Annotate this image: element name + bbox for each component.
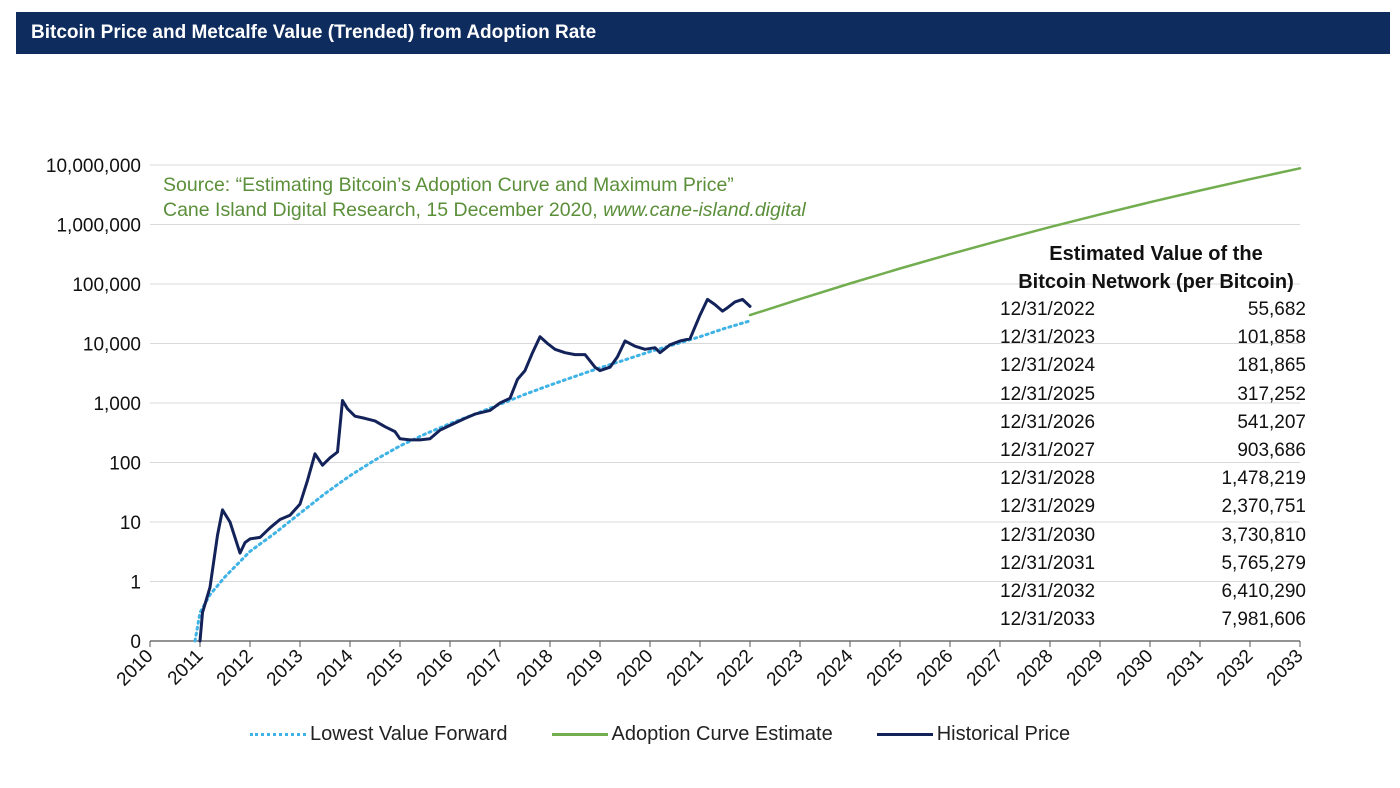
table-row: 12/31/2030 3,730,810 [990, 522, 1322, 550]
x-tick-label: 2033 [1263, 646, 1308, 691]
y-tick-label: 10,000 [83, 335, 141, 356]
source-link[interactable]: www.cane-island.digital [603, 199, 806, 221]
table-row-date: 12/31/2022 [1000, 299, 1096, 320]
table-row-value: 55,682 [1247, 299, 1306, 320]
x-tick-label: 2013 [263, 646, 308, 691]
table-row-date: 12/31/2028 [1000, 468, 1096, 490]
x-tick-label: 2027 [963, 646, 1008, 691]
x-tick-label: 2024 [813, 645, 858, 690]
legend: Lowest Value Forward Adoption Curve Esti… [250, 720, 1114, 748]
legend-swatch-adoption [551, 732, 608, 736]
table-row: 12/31/2031 5,765,279 [990, 550, 1322, 578]
x-tick-label: 2025 [863, 646, 908, 691]
gridlines [150, 164, 1300, 582]
x-tick-label: 2028 [1013, 646, 1058, 691]
table-row-date: 12/31/2027 [1000, 439, 1096, 461]
table-row-date: 12/31/2032 [1000, 580, 1096, 602]
table-row-date: 12/31/2024 [1000, 355, 1096, 377]
table-row: 12/31/2032 6,410,290 [990, 578, 1322, 606]
table-row-value: 5,765,279 [1221, 552, 1306, 574]
x-tick-label: 2019 [563, 646, 608, 691]
series-historical-price [198, 297, 752, 643]
x-tick-label: 2014 [313, 645, 358, 690]
x-tick-label: 2020 [613, 646, 658, 691]
x-tick-label: 2012 [213, 646, 258, 691]
page-title: Bitcoin Price and Metcalfe Value (Trende… [16, 12, 1390, 54]
series-adoption-curve-estimate [748, 167, 1302, 317]
y-tick-label: 10,000,000 [46, 156, 141, 177]
y-tick-label: 1 [130, 573, 141, 594]
table-row-value: 101,858 [1237, 327, 1306, 349]
table-row-value: 7,981,606 [1221, 609, 1306, 631]
series-lowest-value-forward [193, 319, 752, 643]
table-row-value: 3,730,810 [1221, 524, 1306, 546]
table-row: 12/31/2027 903,686 [990, 437, 1322, 465]
table-row: 12/31/2024 181,865 [990, 352, 1322, 380]
x-tick-label: 2021 [663, 646, 708, 691]
legend-item-lowest: Lowest Value Forward [250, 723, 508, 746]
estimate-table: Estimated Value of the Bitcoin Network (… [990, 240, 1322, 634]
table-row: 12/31/2028 1,478,219 [990, 465, 1322, 493]
table-row-date: 12/31/2031 [1000, 552, 1096, 574]
table-row: 12/31/2023 101,858 [990, 324, 1322, 352]
x-tick-label: 2016 [413, 646, 458, 691]
y-tick-label: 10 [120, 513, 141, 534]
x-tick-label: 2018 [513, 646, 558, 691]
source-line-2: Cane Island Digital Research, 15 Decembe… [163, 198, 806, 223]
x-tick-label: 2010 [113, 646, 158, 691]
x-tick-label: 2023 [763, 646, 808, 691]
page-title-text: Bitcoin Price and Metcalfe Value (Trende… [31, 22, 597, 43]
x-tick-label: 2022 [713, 646, 758, 691]
table-row-value: 541,207 [1237, 411, 1306, 433]
y-tick-label: 100,000 [72, 275, 141, 296]
x-tick-label: 2017 [463, 646, 508, 691]
y-tick-label: 1,000 [93, 394, 141, 415]
table-title-line-2: Bitcoin Network (per Bitcoin) [1018, 271, 1294, 293]
legend-item-historical: Historical Price [876, 722, 1071, 746]
legend-item-adoption: Adoption Curve Estimate [551, 722, 833, 746]
y-tick-label: 1,000,000 [56, 216, 141, 237]
table-row-date: 12/31/2029 [1000, 496, 1096, 518]
table-title: Estimated Value of the Bitcoin Network (… [990, 240, 1322, 296]
table-row: 12/31/2025 317,252 [990, 381, 1322, 409]
x-tick-label: 2032 [1213, 646, 1258, 691]
table-row-value: 903,686 [1237, 439, 1306, 461]
legend-label-historical: Historical Price [936, 722, 1071, 745]
table-row-value: 181,865 [1237, 355, 1306, 377]
table-rows: 12/31/2022 55,682 12/31/2023 101,858 12/31/2… [990, 296, 1322, 634]
table-title-line-1: Estimated Value of the [1049, 243, 1263, 265]
table-row: 12/31/2029 2,370,751 [990, 493, 1322, 521]
table-row-value: 2,370,751 [1221, 496, 1306, 518]
x-tick-label: 2015 [363, 646, 408, 691]
x-tick-label: 2026 [913, 646, 958, 691]
table-row-date: 12/31/2025 [1000, 383, 1096, 405]
series-lines [193, 167, 1302, 643]
table-row-date: 12/31/2030 [1000, 524, 1096, 546]
table-row-date: 12/31/2033 [1000, 609, 1096, 631]
x-axis: 2010 2011 2012 2013 2014 2015 2016 2017 2018 2019… [113, 640, 1308, 691]
y-tick-label: 100 [109, 454, 141, 475]
table-row: 12/31/2022 55,682 [990, 296, 1322, 324]
legend-swatch-lowest [250, 732, 306, 736]
x-tick-label: 2030 [1113, 646, 1158, 691]
x-tick-label: 2011 [164, 646, 208, 690]
source-line-2-text: Cane Island Digital Research, 15 Decembe… [163, 199, 604, 221]
table-row: 12/31/2033 7,981,606 [990, 606, 1322, 634]
legend-swatch-historical [876, 732, 933, 736]
x-tick-label: 2029 [1063, 646, 1108, 691]
y-axis-labels: 0 1 10 100 1,000 10,000 100,000 1,000,000 10,000… [46, 156, 141, 653]
y-tick-label: 0 [130, 632, 141, 653]
table-row-date: 12/31/2023 [1000, 327, 1096, 349]
source-note: Source: “Estimating Bitcoin’s Adoption C… [163, 173, 806, 223]
table-row-date: 12/31/2026 [1000, 411, 1096, 433]
table-row-value: 6,410,290 [1221, 580, 1306, 602]
source-line-1: Source: “Estimating Bitcoin’s Adoption C… [163, 174, 734, 196]
table-row-value: 317,252 [1237, 383, 1306, 405]
table-row-value: 1,478,219 [1221, 468, 1306, 490]
x-tick-label: 2031 [1163, 646, 1208, 691]
legend-label-adoption: Adoption Curve Estimate [611, 722, 833, 745]
legend-label-lowest: Lowest Value Forward [310, 722, 508, 745]
table-row: 12/31/2026 541,207 [990, 409, 1322, 437]
